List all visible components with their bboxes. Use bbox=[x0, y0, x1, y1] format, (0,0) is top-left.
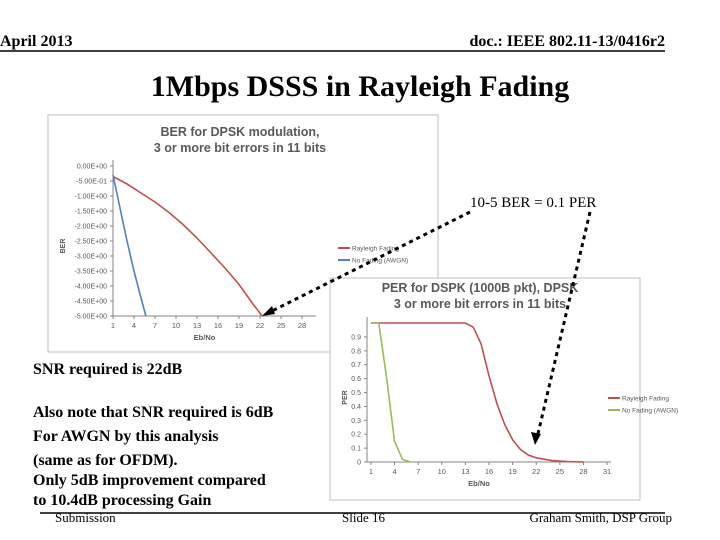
charts: BER for DPSK modulation, 3 or more bit er… bbox=[47, 114, 678, 501]
footer-left: Submission bbox=[55, 510, 116, 525]
footer-center: Slide 16 bbox=[342, 510, 385, 525]
note-line: (same as for OFDM). bbox=[33, 452, 178, 469]
header-doc: doc.: IEEE 802.11-13/0416r2 bbox=[469, 33, 665, 50]
y-tick-label: 0.7 bbox=[351, 362, 361, 369]
y-tick-label: -5.00E+00 bbox=[75, 314, 108, 321]
y-tick-label: -1.50E+00 bbox=[75, 209, 108, 216]
x-tick-label: 19 bbox=[235, 321, 243, 330]
y-tick-label: 0.5 bbox=[351, 390, 361, 397]
y-tick-label: -4.00E+00 bbox=[75, 284, 108, 291]
notes: SNR required is 22dB Also note that SNR r… bbox=[33, 361, 274, 509]
y-tick-label: 0.8 bbox=[351, 348, 361, 355]
x-tick-label: 13 bbox=[461, 467, 469, 476]
y-tick-label: 0.4 bbox=[351, 404, 361, 411]
x-tick-label: 13 bbox=[193, 321, 201, 330]
chart-title: 3 or more bit errors in 11 bits bbox=[394, 297, 566, 311]
y-tick-label: -5.00E-01 bbox=[76, 179, 107, 186]
x-tick-label: 1 bbox=[111, 321, 115, 330]
x-tick-label: 25 bbox=[277, 321, 285, 330]
y-tick-label: 0.6 bbox=[351, 376, 361, 383]
chart-title: PER for DSPK (1000B pkt), DPSK bbox=[382, 281, 579, 295]
y-tick-label: 0.9 bbox=[351, 334, 361, 341]
x-tick-label: 16 bbox=[214, 321, 222, 330]
x-tick-label: 7 bbox=[416, 467, 420, 476]
x-tick-label: 31 bbox=[603, 467, 611, 476]
arrow-head bbox=[531, 432, 541, 445]
x-tick-label: 7 bbox=[153, 321, 157, 330]
x-tick-label: 4 bbox=[132, 321, 136, 330]
x-tick-label: 10 bbox=[172, 321, 180, 330]
y-axis-label: BER bbox=[60, 239, 67, 254]
series-line bbox=[370, 322, 411, 463]
y-tick-label: 0.1 bbox=[351, 446, 361, 453]
series-line bbox=[370, 322, 584, 463]
slide-title: 1Mbps DSSS in Rayleigh Fading bbox=[151, 70, 569, 103]
chart-frame bbox=[329, 277, 641, 501]
x-tick-label: 28 bbox=[579, 467, 587, 476]
arrow bbox=[535, 211, 592, 439]
y-axis-label: PER bbox=[342, 390, 349, 404]
x-tick-label: 25 bbox=[556, 467, 564, 476]
x-tick-label: 28 bbox=[298, 321, 306, 330]
y-tick-label: -3.50E+00 bbox=[75, 269, 108, 276]
x-tick-label: 1 bbox=[369, 467, 373, 476]
y-tick-label: 0.00E+00 bbox=[77, 164, 107, 171]
note-line: to 10.4dB processing Gain bbox=[33, 492, 212, 509]
y-tick-label: -4.50E+00 bbox=[75, 299, 108, 306]
y-tick-label: 0.2 bbox=[351, 432, 361, 439]
arrow-head bbox=[262, 306, 275, 316]
x-tick-label: 4 bbox=[392, 467, 396, 476]
series-line bbox=[112, 174, 147, 317]
legend-label: Rayleigh Fading bbox=[622, 396, 669, 403]
y-tick-label: -2.00E+00 bbox=[75, 224, 108, 231]
x-axis-label: Eb/No bbox=[194, 333, 216, 342]
x-tick-label: 10 bbox=[438, 467, 446, 476]
note-line: Only 5dB improvement compared bbox=[33, 472, 266, 489]
arrow bbox=[265, 210, 471, 316]
legend-label: Rayleigh Fading bbox=[352, 246, 399, 253]
x-axis-label: Eb/No bbox=[468, 479, 490, 488]
y-tick-label: -3.00E+00 bbox=[75, 254, 108, 261]
header-date: April 2013 bbox=[0, 33, 72, 50]
legend-label: No Fading (AWGN) bbox=[352, 258, 408, 265]
annotation: 10-5 BER = 0.1 PER bbox=[470, 195, 596, 211]
x-tick-label: 22 bbox=[532, 467, 540, 476]
y-tick-label: 0.3 bbox=[351, 418, 361, 425]
x-tick-label: 16 bbox=[485, 467, 493, 476]
y-tick-label: -1.00E+00 bbox=[75, 194, 108, 201]
x-tick-label: 19 bbox=[508, 467, 516, 476]
y-tick-label: -2.50E+00 bbox=[75, 239, 108, 246]
note-line: Also note that SNR required is 6dB bbox=[33, 404, 274, 421]
footer-right: Graham Smith, DSP Group bbox=[529, 510, 672, 525]
series-line bbox=[112, 175, 263, 317]
y-tick-label: 0 bbox=[357, 460, 361, 467]
chart-title: BER for DPSK modulation, bbox=[160, 125, 319, 139]
legend-label: No Fading (AWGN) bbox=[622, 408, 678, 415]
note-line: SNR required is 22dB bbox=[33, 361, 183, 378]
chart-title: 3 or more bit errors in 11 bits bbox=[154, 141, 326, 155]
note-line: For AWGN by this analysis bbox=[33, 428, 219, 445]
x-tick-label: 22 bbox=[256, 321, 264, 330]
